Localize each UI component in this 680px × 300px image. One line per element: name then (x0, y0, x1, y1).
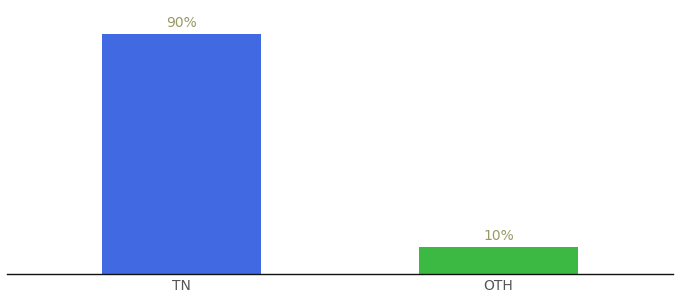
Text: 10%: 10% (483, 230, 514, 244)
Bar (420, 248, 578, 274)
Text: 90%: 90% (166, 16, 197, 30)
Bar (102, 34, 260, 274)
